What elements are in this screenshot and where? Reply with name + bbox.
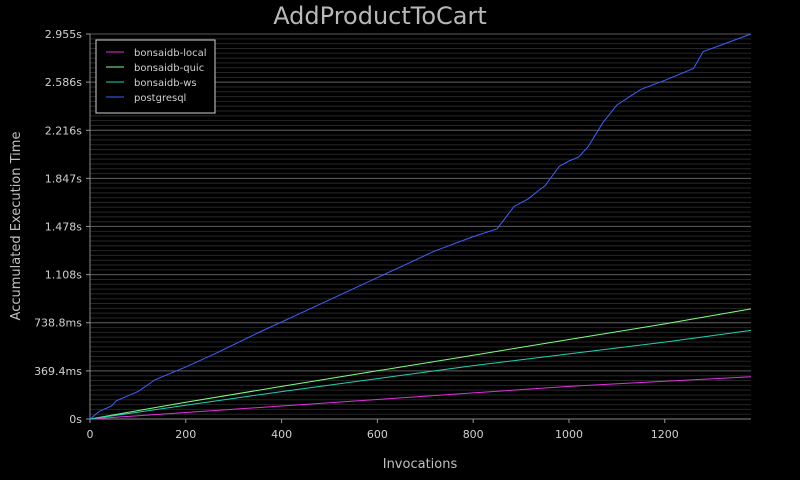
y-tick-label: 738.8ms [34, 317, 82, 330]
legend: bonsaidb-local bonsaidb-quic bonsaidb-ws po… [95, 39, 216, 114]
y-tick-label: 1.478s [45, 220, 82, 233]
x-tick-label: 200 [175, 428, 196, 441]
y-tick-label: 0s [69, 413, 82, 426]
series-line-bonsaidb-local [89, 376, 752, 420]
x-axis-ticks: 0 200 400 600 800 1000 1200 [87, 419, 679, 441]
y-tick-label: 1.108s [45, 269, 82, 282]
legend-label: postgresql [134, 93, 186, 104]
x-tick-label: 800 [463, 428, 484, 441]
y-tick-label: 1.847s [45, 172, 82, 185]
y-axis-label: Accumulated Execution Time [9, 132, 24, 321]
x-tick-label: 400 [271, 428, 292, 441]
y-tick-label: 2.586s [45, 76, 82, 89]
x-axis-label: Invocations [383, 457, 458, 472]
legend-label: bonsaidb-local [134, 48, 207, 59]
x-tick-label: 600 [367, 428, 388, 441]
x-tick-label: 1200 [651, 428, 679, 441]
chart-title: AddProductToCart [273, 2, 487, 30]
series-layer [89, 33, 752, 420]
series-line-bonsaidb-quic [89, 308, 752, 420]
y-tick-label: 2.955s [45, 28, 82, 41]
y-axis-ticks: 0s 369.4ms 738.8ms 1.108s 1.478s 1.847s 2.216s… [34, 28, 90, 426]
x-tick-label: 0 [87, 428, 94, 441]
y-tick-label: 369.4ms [34, 365, 82, 378]
series-line-bonsaidb-ws [89, 329, 752, 420]
x-tick-label: 1000 [555, 428, 583, 441]
legend-label: bonsaidb-quic [134, 63, 204, 74]
series-line-postgresql [89, 33, 752, 420]
legend-label: bonsaidb-ws [134, 78, 197, 89]
grid-lines [90, 33, 751, 420]
y-tick-label: 2.216s [45, 124, 82, 137]
